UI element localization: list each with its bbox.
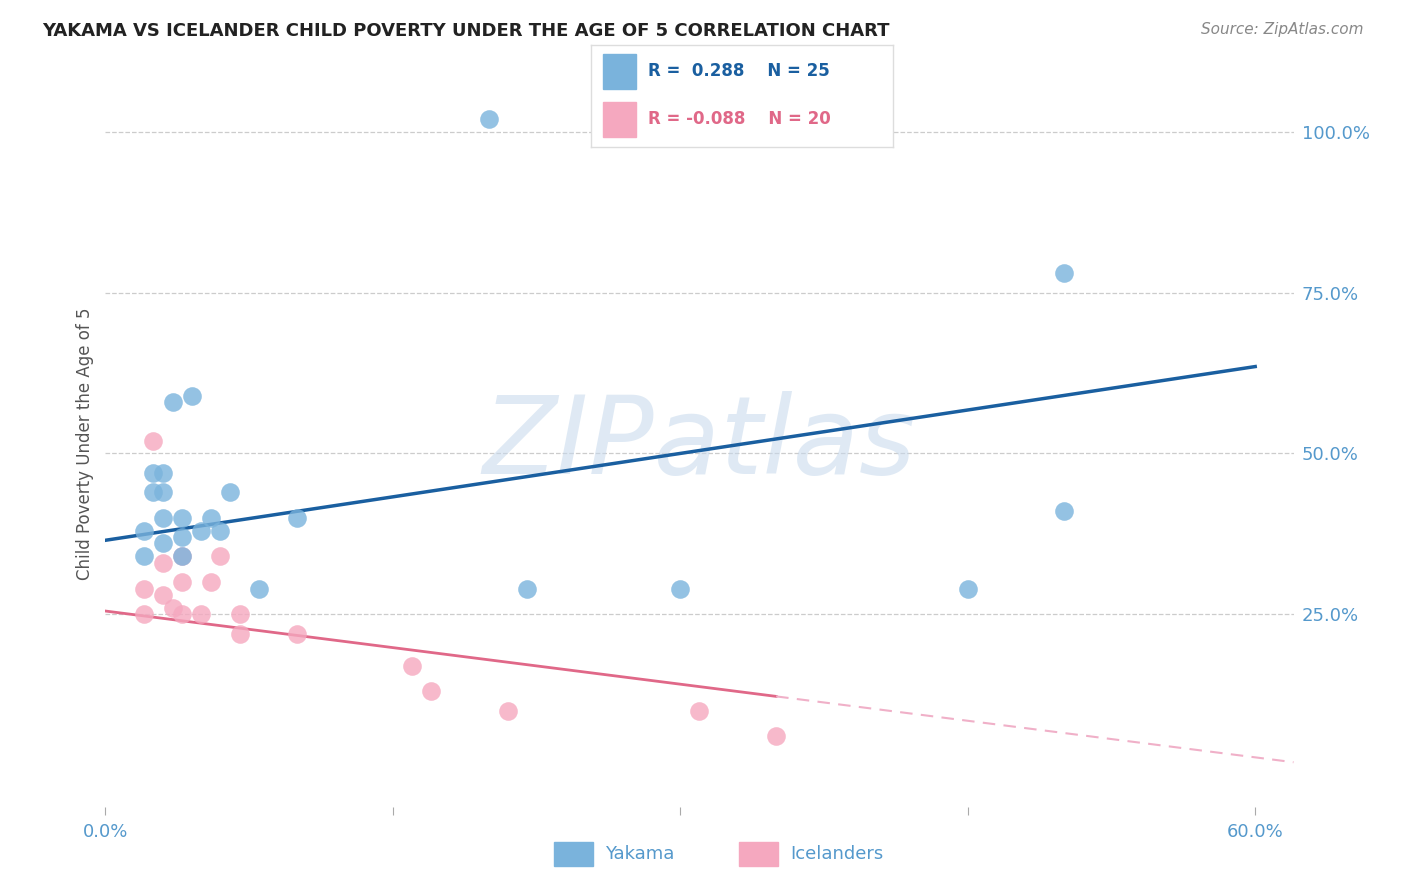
Point: [1052, 504, 1074, 518]
Point: [180, 388, 202, 402]
Bar: [740, 842, 779, 866]
Point: [152, 485, 174, 500]
Point: [496, 704, 519, 718]
Text: Source: ZipAtlas.com: Source: ZipAtlas.com: [1201, 22, 1364, 37]
Point: [162, 395, 184, 409]
Point: [172, 549, 194, 564]
Point: [285, 510, 308, 524]
Point: [669, 582, 692, 596]
Text: YAKAMA VS ICELANDER CHILD POVERTY UNDER THE AGE OF 5 CORRELATION CHART: YAKAMA VS ICELANDER CHILD POVERTY UNDER …: [42, 22, 890, 40]
Point: [152, 466, 174, 480]
Point: [190, 524, 212, 538]
Point: [765, 730, 787, 744]
Text: R = -0.088    N = 20: R = -0.088 N = 20: [648, 111, 831, 128]
Point: [200, 510, 222, 524]
Point: [190, 607, 212, 622]
Text: Yakama: Yakama: [605, 845, 675, 863]
Bar: [554, 842, 593, 866]
Point: [209, 549, 232, 564]
Point: [420, 684, 443, 698]
Point: [132, 607, 155, 622]
Text: Icelanders: Icelanders: [790, 845, 883, 863]
Point: [152, 510, 174, 524]
Point: [172, 530, 194, 544]
Point: [516, 582, 538, 596]
Point: [172, 607, 194, 622]
Y-axis label: Child Poverty Under the Age of 5: Child Poverty Under the Age of 5: [76, 308, 94, 580]
Text: R =  0.288    N = 25: R = 0.288 N = 25: [648, 62, 830, 80]
Point: [172, 510, 194, 524]
Text: ZIPatlas: ZIPatlas: [482, 392, 917, 496]
Point: [162, 600, 184, 615]
Point: [285, 626, 308, 640]
Point: [172, 549, 194, 564]
Point: [172, 575, 194, 590]
Bar: [603, 102, 636, 137]
Point: [1052, 266, 1074, 280]
Point: [689, 704, 711, 718]
Point: [152, 588, 174, 602]
Point: [200, 575, 222, 590]
Point: [478, 112, 501, 126]
Point: [142, 434, 165, 448]
Point: [247, 582, 270, 596]
Point: [132, 524, 155, 538]
Point: [956, 582, 979, 596]
Point: [228, 607, 250, 622]
Bar: [603, 54, 636, 88]
Point: [219, 485, 242, 500]
Point: [152, 556, 174, 570]
Point: [152, 536, 174, 550]
Point: [132, 549, 155, 564]
Point: [142, 466, 165, 480]
Point: [401, 658, 423, 673]
Point: [142, 485, 165, 500]
Point: [132, 582, 155, 596]
Point: [209, 524, 232, 538]
Point: [228, 626, 250, 640]
